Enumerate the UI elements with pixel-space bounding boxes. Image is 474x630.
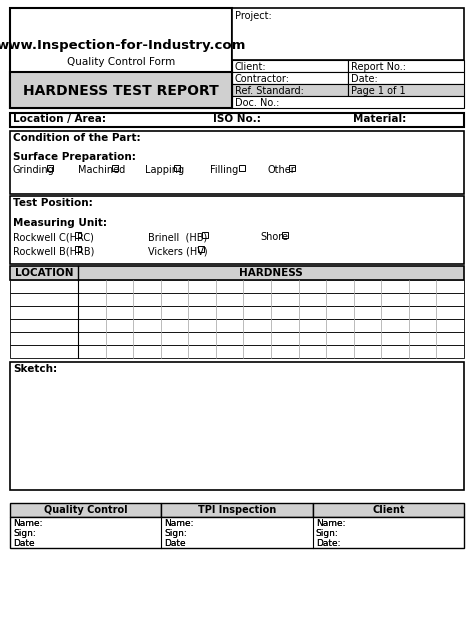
Text: ISO No.:: ISO No.: <box>213 114 261 124</box>
Bar <box>202 232 208 238</box>
Text: Name:: Name: <box>316 519 345 528</box>
Text: Page 1 of 1: Page 1 of 1 <box>351 86 406 96</box>
Text: Client:: Client: <box>235 62 266 72</box>
Text: Report No.:: Report No.: <box>351 62 406 72</box>
Bar <box>232 96 464 108</box>
Text: Surface Preparation:: Surface Preparation: <box>13 152 136 162</box>
Bar <box>10 131 464 194</box>
Text: Name:: Name: <box>13 519 43 528</box>
Text: Contractor:: Contractor: <box>235 74 290 84</box>
Bar <box>10 113 464 127</box>
Text: Project:: Project: <box>235 11 272 21</box>
Bar <box>46 165 53 171</box>
Bar <box>10 72 232 108</box>
Text: Condition of the Part:: Condition of the Part: <box>13 133 141 143</box>
Bar <box>232 8 464 60</box>
Bar <box>75 232 81 238</box>
Text: Date:: Date: <box>316 539 340 548</box>
Bar <box>111 165 118 171</box>
Bar <box>348 84 464 96</box>
Bar <box>348 60 464 72</box>
Bar <box>239 165 246 171</box>
Text: Measuring Unit:: Measuring Unit: <box>13 218 107 228</box>
Text: Vickers (HV): Vickers (HV) <box>148 246 208 256</box>
Text: HARDNESS TEST REPORT: HARDNESS TEST REPORT <box>23 84 219 98</box>
Text: Location / Area:: Location / Area: <box>13 114 106 124</box>
Text: Quality Control Form: Quality Control Form <box>67 57 175 67</box>
Text: TPI Inspection: TPI Inspection <box>198 505 276 515</box>
Text: Test Position:: Test Position: <box>13 198 93 208</box>
Bar <box>10 306 464 319</box>
Bar <box>289 165 295 171</box>
Bar <box>10 362 464 490</box>
Text: Sign:: Sign: <box>316 529 338 538</box>
Text: Ref. Standard:: Ref. Standard: <box>235 86 304 96</box>
Text: Date: Date <box>13 539 35 548</box>
Text: Doc. No.:: Doc. No.: <box>235 98 279 108</box>
Bar <box>10 266 464 280</box>
Text: Sketch:: Sketch: <box>13 364 57 374</box>
Bar <box>10 319 464 332</box>
Bar <box>10 332 464 345</box>
Text: Grinding: Grinding <box>13 165 55 175</box>
Text: Date: Date <box>164 539 186 548</box>
Bar <box>174 165 181 171</box>
Bar <box>198 246 204 252</box>
Text: Filling: Filling <box>210 165 238 175</box>
Text: HARDNESS: HARDNESS <box>239 268 303 278</box>
Text: Sign:: Sign: <box>13 529 36 538</box>
Text: Sign:: Sign: <box>316 529 338 538</box>
Bar <box>313 503 464 517</box>
Text: Brinell  (HB): Brinell (HB) <box>148 232 207 242</box>
Text: Quality Control: Quality Control <box>44 505 128 515</box>
Bar <box>232 72 348 84</box>
Text: Sign:: Sign: <box>164 529 187 538</box>
Text: Rockwell C(HRC): Rockwell C(HRC) <box>13 232 94 242</box>
Bar <box>10 517 464 548</box>
Bar <box>10 280 464 293</box>
Text: Name:: Name: <box>316 519 345 528</box>
Bar <box>10 503 161 517</box>
Text: Date:: Date: <box>351 74 378 84</box>
Text: Date: Date <box>164 539 186 548</box>
Text: Rockwell B(HRB): Rockwell B(HRB) <box>13 246 94 256</box>
Bar <box>10 196 464 264</box>
Text: Shore: Shore <box>260 232 288 242</box>
Text: Client: Client <box>372 505 405 515</box>
Bar <box>10 345 464 358</box>
Text: Date: Date <box>13 539 35 548</box>
Bar <box>10 293 464 306</box>
Bar <box>232 60 348 72</box>
Bar <box>75 246 81 252</box>
Text: Name:: Name: <box>164 519 194 528</box>
Text: Sign:: Sign: <box>13 529 36 538</box>
Text: Name:: Name: <box>13 519 43 528</box>
Text: Name:: Name: <box>164 519 194 528</box>
Text: Other: Other <box>268 165 296 175</box>
Bar <box>232 84 348 96</box>
Bar <box>161 503 313 517</box>
Bar <box>348 72 464 84</box>
Text: Material:: Material: <box>354 114 407 124</box>
Text: Machined: Machined <box>78 165 125 175</box>
Bar <box>282 232 288 238</box>
Text: www.Inspection-for-Industry.com: www.Inspection-for-Industry.com <box>0 40 246 52</box>
Text: Lapping: Lapping <box>145 165 184 175</box>
Text: LOCATION: LOCATION <box>15 268 73 278</box>
Bar <box>10 8 232 108</box>
Text: Sign:: Sign: <box>164 529 187 538</box>
Text: Date:: Date: <box>316 539 340 548</box>
